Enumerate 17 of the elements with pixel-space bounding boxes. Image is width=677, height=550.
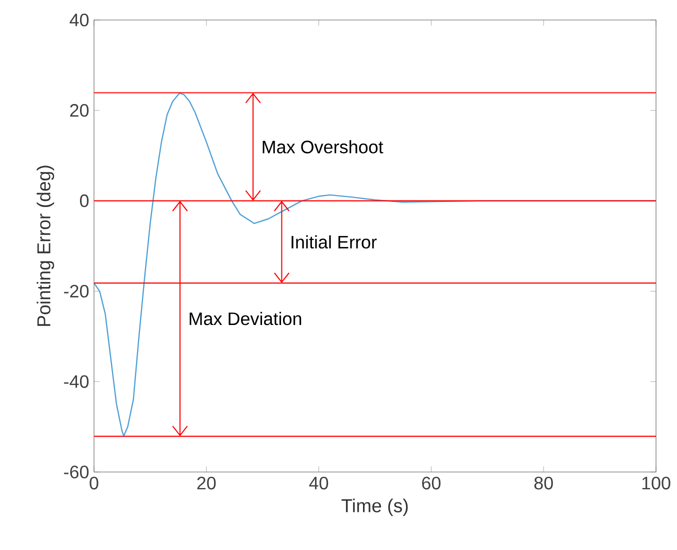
y-tick-label: -40 xyxy=(64,375,89,388)
annotation: Max Overshoot xyxy=(262,140,384,154)
y-axis-title: Pointing Error (deg) xyxy=(36,166,54,326)
x-tick-label: 0 xyxy=(90,476,98,490)
x-tick-label: 100 xyxy=(642,476,670,490)
x-tick-label: 20 xyxy=(197,476,216,490)
y-tick-label: -60 xyxy=(64,466,89,478)
x-tick-label: 40 xyxy=(309,476,328,490)
y-tick-label: -20 xyxy=(64,284,89,298)
y-tick-label: 0 xyxy=(80,194,89,208)
x-tick-label: 60 xyxy=(422,476,441,490)
x-tick-label: 80 xyxy=(534,476,553,490)
y-tick-label: 20 xyxy=(70,104,89,117)
x-axis-title: Time (s) xyxy=(342,498,408,516)
annotation: Initial Error xyxy=(292,235,377,249)
y-tick-label: 40 xyxy=(70,14,89,26)
annotation: Max Deviation xyxy=(190,312,302,326)
